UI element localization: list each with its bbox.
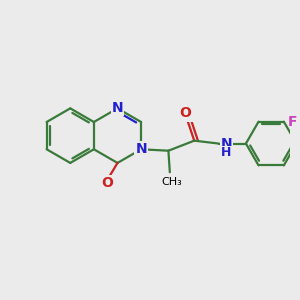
Text: CH₃: CH₃ <box>161 177 182 188</box>
Text: N: N <box>221 136 232 151</box>
Text: N: N <box>135 142 147 156</box>
Text: N: N <box>112 101 123 116</box>
Text: H: H <box>221 146 231 159</box>
Text: O: O <box>101 176 113 190</box>
Text: F: F <box>288 115 298 129</box>
Text: O: O <box>180 106 192 120</box>
